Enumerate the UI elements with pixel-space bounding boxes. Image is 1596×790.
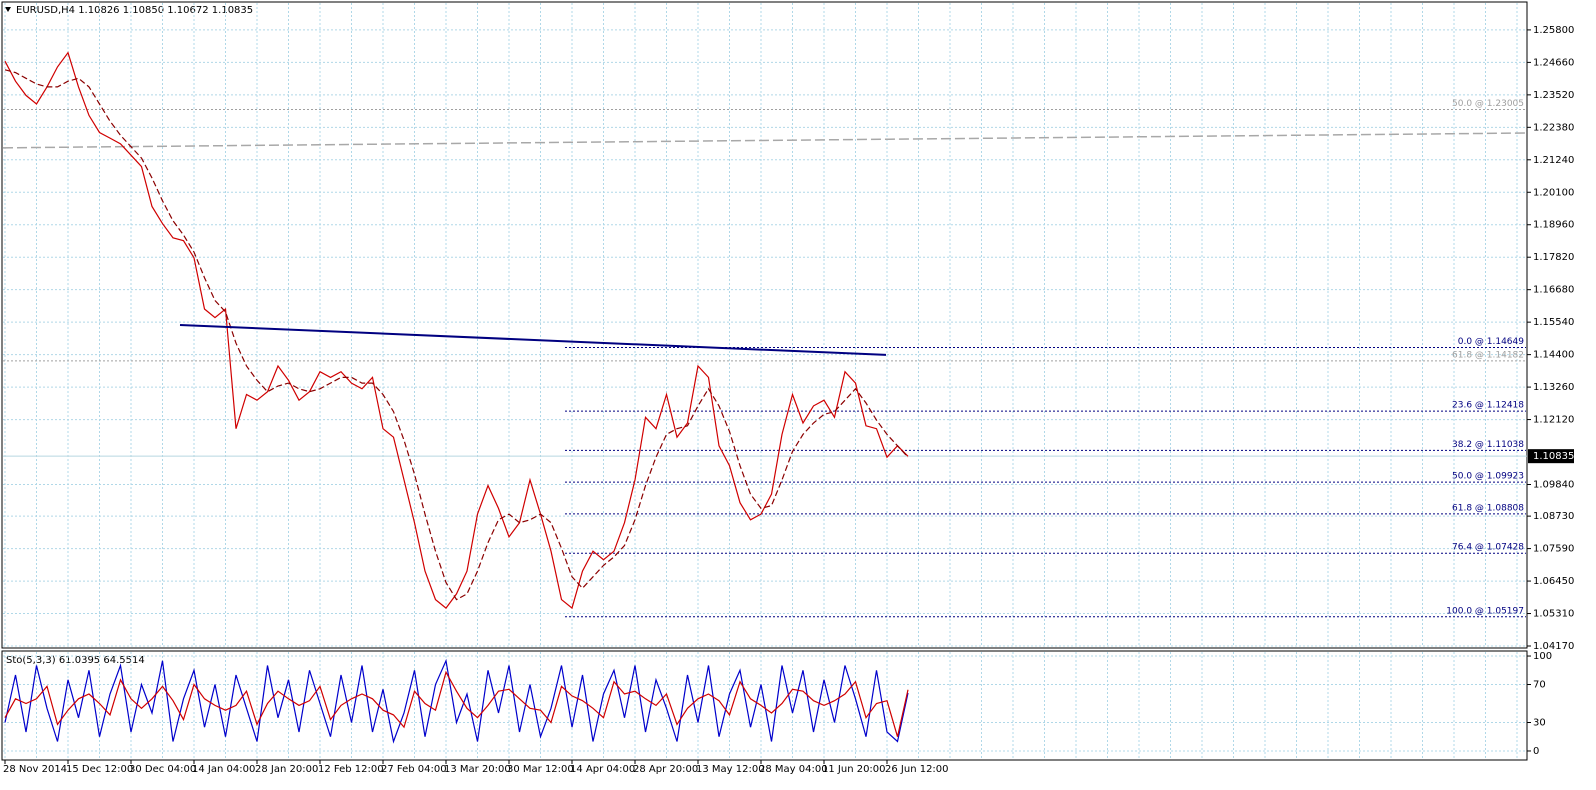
x-tick-label: 14 Jan 04:00 xyxy=(192,764,255,775)
long-average xyxy=(2,132,1527,149)
y-tick-label: 1.18960 xyxy=(1533,220,1574,231)
stochastic-panel xyxy=(1,650,1528,761)
y-tick-label: 0 xyxy=(1533,746,1539,757)
y-tick-label: 1.21240 xyxy=(1533,155,1574,166)
y-tick-label: 1.04170 xyxy=(1533,641,1574,652)
fibo-label: 23.6 @ 1.12418 xyxy=(1452,401,1524,411)
x-tick-label: 13 Mar 20:00 xyxy=(444,764,511,775)
fibo-label: 50.0 @ 1.23005 xyxy=(1452,99,1524,109)
x-tick-label: 12 Feb 12:00 xyxy=(318,764,384,775)
x-tick-label: 28 Nov 2014 xyxy=(3,764,67,775)
fibo-label: 100.0 @ 1.05197 xyxy=(1446,606,1524,616)
y-tick-label: 1.15540 xyxy=(1533,317,1574,328)
x-tick-label: 11 Jun 20:00 xyxy=(822,764,886,775)
y-tick-label: 1.12120 xyxy=(1533,415,1574,426)
current-price-box xyxy=(1528,449,1574,464)
fibo-label: 50.0 @ 1.09923 xyxy=(1452,472,1524,482)
y-tick-label: 1.17820 xyxy=(1533,252,1574,263)
x-tick-label: 28 May 04:00 xyxy=(759,764,828,775)
indicator-title: Sto(5,3,3) 61.0395 64.5514 xyxy=(6,655,145,666)
series-line xyxy=(4,670,909,737)
y-tick-label: 1.09840 xyxy=(1533,480,1574,491)
series-line xyxy=(4,69,909,601)
x-tick-label: 15 Dec 12:00 xyxy=(66,764,133,775)
current-price-label: 1.10835 xyxy=(1533,451,1574,462)
y-tick-label: 1.24660 xyxy=(1533,57,1574,68)
fibo-label: 76.4 @ 1.07428 xyxy=(1452,543,1524,553)
y-tick-label: 100 xyxy=(1533,651,1552,662)
fibo-label: 0.0 @ 1.14649 xyxy=(1458,337,1525,347)
x-tick-label: 28 Jan 20:00 xyxy=(255,764,318,775)
main-panel xyxy=(1,1,1528,649)
y-tick-label: 1.22380 xyxy=(1533,122,1574,133)
x-tick-label: 14 Apr 04:00 xyxy=(570,764,635,775)
x-tick-label: 30 Dec 04:00 xyxy=(129,764,196,775)
fibo-label: 61.8 @ 1.14182 xyxy=(1452,350,1524,360)
y-tick-label: 1.16680 xyxy=(1533,285,1574,296)
y-tick-label: 70 xyxy=(1533,680,1546,691)
y-tick-label: 1.20100 xyxy=(1533,187,1574,198)
y-tick-label: 1.07590 xyxy=(1533,544,1574,555)
chart-title: EURUSD,H4 1.10826 1.10850 1.10672 1.1083… xyxy=(16,5,253,16)
y-tick-label: 1.25800 xyxy=(1533,25,1574,36)
x-tick-label: 28 Apr 20:00 xyxy=(633,764,698,775)
y-tick-label: 1.23520 xyxy=(1533,90,1574,101)
series-line xyxy=(4,658,909,744)
fibo-label: 61.8 @ 1.08808 xyxy=(1452,503,1524,513)
x-tick-label: 13 May 12:00 xyxy=(696,764,765,775)
y-tick-label: 1.08730 xyxy=(1533,511,1574,522)
x-tick-label: 30 Mar 12:00 xyxy=(507,764,574,775)
y-tick-label: 1.14400 xyxy=(1533,350,1574,361)
trendline xyxy=(179,324,887,356)
series-line xyxy=(4,51,909,610)
y-tick-label: 1.05310 xyxy=(1533,609,1574,620)
y-tick-label: 1.13260 xyxy=(1533,382,1574,393)
x-tick-label: 26 Jun 12:00 xyxy=(885,764,949,775)
y-tick-label: 1.06450 xyxy=(1533,576,1574,587)
collapse-icon xyxy=(5,7,11,12)
x-tick-label: 27 Feb 04:00 xyxy=(381,764,447,775)
y-tick-label: 30 xyxy=(1533,717,1546,728)
fibo-label: 38.2 @ 1.11038 xyxy=(1452,440,1524,450)
